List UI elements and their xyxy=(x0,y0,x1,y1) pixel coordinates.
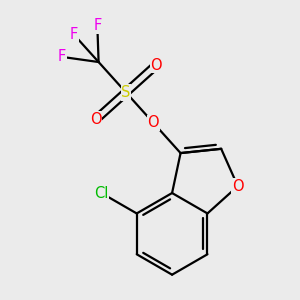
Text: O: O xyxy=(232,178,244,194)
Text: F: F xyxy=(93,18,101,33)
Text: F: F xyxy=(70,27,78,42)
Text: S: S xyxy=(121,85,130,100)
Text: Cl: Cl xyxy=(94,185,109,200)
Text: O: O xyxy=(151,58,162,73)
Text: F: F xyxy=(58,50,66,64)
Text: O: O xyxy=(147,115,159,130)
Text: O: O xyxy=(90,112,101,127)
